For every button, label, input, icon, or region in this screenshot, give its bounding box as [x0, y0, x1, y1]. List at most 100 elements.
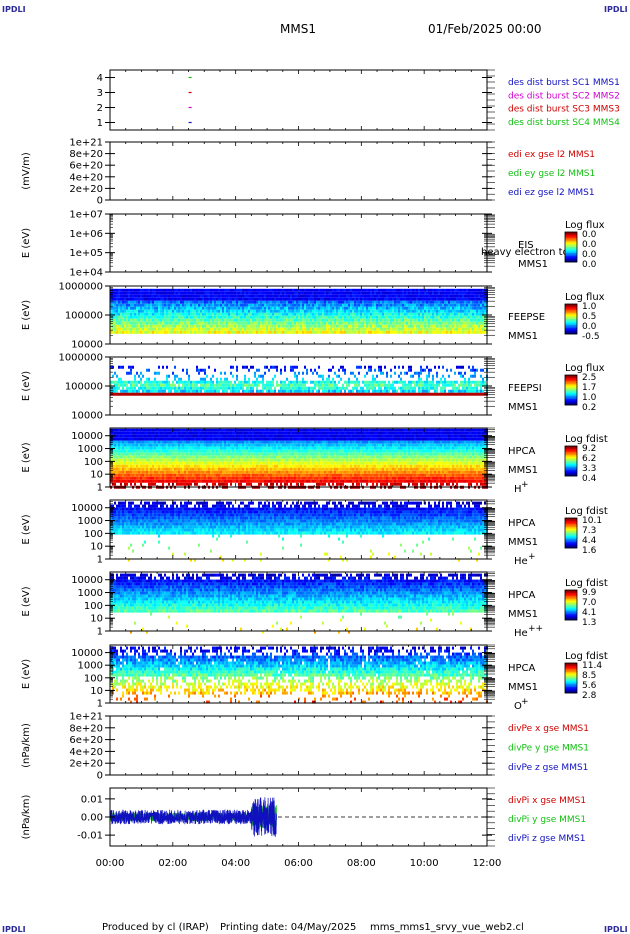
- ytick-label: 1: [97, 483, 103, 494]
- colorbar-tick: 9.9: [582, 588, 597, 598]
- footer-script-name: mms_mms1_srvy_vue_web2.cl: [370, 922, 524, 933]
- ylabel-eis: E (eV): [21, 228, 32, 258]
- panel-label-hpca_h: HPCA: [508, 446, 536, 457]
- ytick-label: 10: [90, 542, 103, 553]
- ytick-label: 0: [97, 771, 103, 782]
- panel-feepsi: 10000 100000 1000000 E (eV) FEEPSI MMS1 Log fl…: [21, 353, 605, 422]
- legend-entry: divPi x gse MMS1: [508, 796, 586, 806]
- colorbar-hpca_he: [564, 517, 578, 549]
- ytick-label: 1e+21: [69, 712, 103, 723]
- colorbar-title: Log fdist: [565, 506, 608, 517]
- ytick-label: 1: [97, 627, 103, 638]
- ytick-label: 2: [97, 103, 103, 114]
- legend-entry: divPe y gse MMS1: [508, 744, 589, 754]
- legend-entry: edi ex gse l2 MMS1: [508, 150, 595, 160]
- ytick-label: 4e+20: [69, 747, 103, 758]
- colorbar-tick: 8.5: [582, 671, 596, 681]
- panel-hpca_h: 1 10 100 1000 10000 E (eV) HPCA MMS1 H + Log fdist…: [21, 427, 608, 495]
- colorbar-title: Log fdist: [565, 434, 608, 445]
- ytick-label: 3: [97, 88, 103, 99]
- legend-entry: edi ez gse l2 MMS1: [508, 188, 595, 198]
- colorbar-tick: 0.4: [582, 474, 597, 484]
- ytick-label: 100: [84, 529, 103, 540]
- colorbar-hpca_hepp: [564, 589, 578, 621]
- colorbar-tick: -0.5: [582, 332, 600, 342]
- ytick-label: 1e+05: [69, 248, 103, 259]
- panel-hpca_hepp: 1 10 100 1000 10000 E (eV) HPCA MMS1 He ++ Log fdi…: [21, 571, 608, 639]
- ylabel-divpi: (nPa/km): [21, 795, 32, 840]
- footer-printing-date: Printing date: 04/May/2025: [220, 922, 356, 933]
- panel-label-hpca_he: HPCA: [508, 518, 536, 529]
- colorbar-tick: 0.0: [582, 322, 597, 332]
- species-label: He: [514, 628, 528, 639]
- ytick-label: 1000: [78, 661, 103, 672]
- ytick-label: 8e+20: [69, 723, 103, 734]
- colorbar-tick: 0.0: [582, 250, 597, 260]
- colorbar-feepsi: [564, 374, 578, 406]
- frame-eis: [109, 213, 488, 273]
- colorbar-tick: 7.3: [582, 526, 596, 536]
- ylabel-edi: (mV/m): [21, 152, 32, 190]
- colorbar-tick: 4.1: [582, 608, 596, 618]
- mission-title: MMS1: [280, 22, 316, 36]
- legend-entry: divPi y gse MMS1: [508, 815, 586, 825]
- ytick-label: 10000: [71, 431, 103, 442]
- colorbar-tick: 0.0: [582, 260, 597, 270]
- panel-label-hpca_hepp: MMS1: [508, 609, 538, 620]
- ytick-label: 10000: [71, 503, 103, 514]
- colorbar-tick: 7.0: [582, 598, 597, 608]
- ylabel-hpca_o: E (eV): [21, 659, 32, 689]
- ytick-label: 10000: [71, 648, 103, 659]
- ytick-label: 1e+07: [69, 210, 103, 221]
- colorbar-tick: 10.1: [582, 516, 602, 526]
- panel-label-hpca_he: MMS1: [508, 537, 538, 548]
- panel-label-feepse: FEEPSE: [508, 312, 545, 323]
- colorbar-tick: 0.2: [582, 403, 596, 413]
- heatmap-feepse: [110, 288, 488, 334]
- colorbar-title: Log flux: [565, 292, 605, 303]
- heatmap-hpca_he: [110, 501, 488, 562]
- ylabel-feepsi: E (eV): [21, 371, 32, 401]
- panel-label-hpca_h: MMS1: [508, 465, 538, 476]
- ytick-label: 10: [90, 470, 103, 481]
- legend-entry: divPi z gse MMS1: [508, 834, 585, 844]
- colorbar-tick: 1.3: [582, 618, 596, 628]
- ytick-label: 1000: [78, 516, 103, 527]
- date-title: 01/Feb/2025 00:00: [428, 22, 542, 36]
- colorbar-tick: 0.0: [582, 230, 597, 240]
- colorbar-tick: 6.2: [582, 454, 596, 464]
- ytick-label: 6e+20: [69, 735, 103, 746]
- colorbar-hpca_o: [564, 662, 578, 694]
- time-tick-label: 00:00: [96, 858, 125, 869]
- panel-label-hpca_o: HPCA: [508, 663, 536, 674]
- panel-label-hpca_hepp: HPCA: [508, 590, 536, 601]
- ytick-label: 100000: [65, 311, 103, 322]
- frame-divpe: [109, 715, 488, 776]
- ytick-label: 1: [97, 555, 103, 566]
- colorbar-title: Log flux: [565, 220, 605, 231]
- ytick-label: 1000: [78, 588, 103, 599]
- corner-label-bottom-right: IPDLI: [604, 925, 628, 934]
- ytick-label: 1: [97, 699, 103, 710]
- corner-label-top-left: IPDLI: [2, 5, 26, 14]
- ytick-label: 10: [90, 686, 103, 697]
- time-tick-label: 10:00: [410, 858, 439, 869]
- ytick-label: 1: [97, 118, 103, 129]
- ytick-label: 100: [84, 601, 103, 612]
- legend-entry: des dist burst SC2 MMS2: [508, 91, 620, 101]
- ytick-label: 1000000: [58, 282, 103, 293]
- corner-label-bottom-left: IPDLI: [2, 925, 26, 934]
- panel-hpca_he: 1 10 100 1000 10000 E (eV) HPCA MMS1 He + Log fdis…: [21, 499, 608, 567]
- legend-entry: des dist burst SC3 MMS3: [508, 105, 620, 115]
- ytick-label: 6e+20: [69, 161, 103, 172]
- panel-label-eis: EIS: [518, 240, 534, 251]
- colorbar-feepse: [564, 303, 578, 335]
- colorbar-title: Log flux: [565, 363, 605, 374]
- ytick-label: 1e+21: [69, 138, 103, 149]
- colorbar-tick: 4.4: [582, 536, 597, 546]
- ytick-label: 100: [84, 457, 103, 468]
- ytick-label: 10: [90, 614, 103, 625]
